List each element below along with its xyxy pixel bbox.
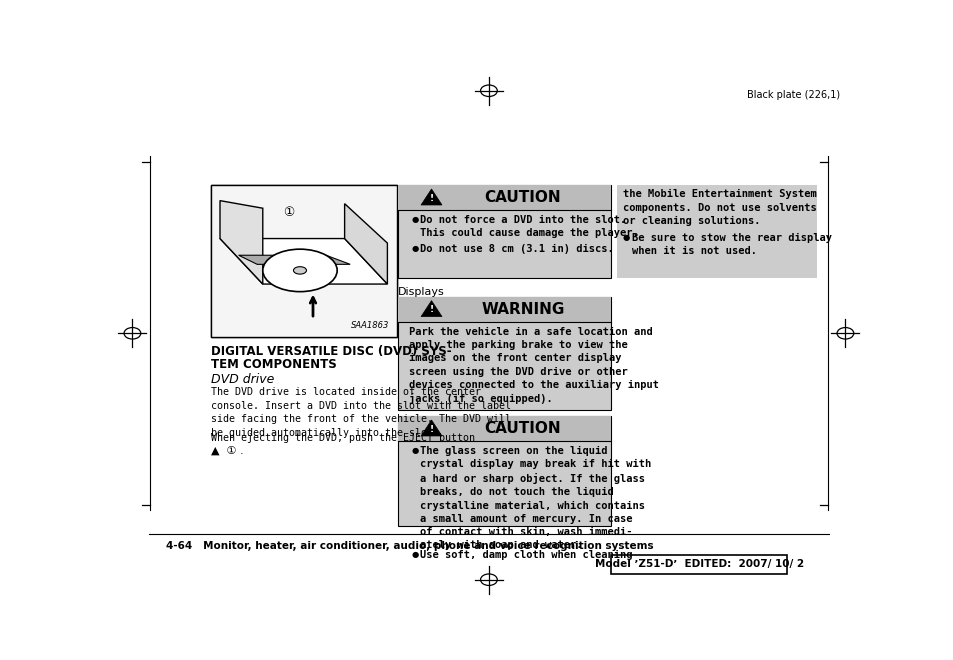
Text: When ejecting the DVD, push the EJECT button: When ejecting the DVD, push the EJECT bu… [211,434,475,444]
Text: ●: ● [411,215,418,224]
Text: The glass screen on the liquid
crystal display may break if hit with
a hard or s: The glass screen on the liquid crystal d… [420,446,651,550]
Ellipse shape [294,267,306,274]
Text: DVD drive: DVD drive [211,374,274,386]
Text: ●: ● [411,550,418,559]
Text: ●: ● [622,233,630,242]
Text: DIGITAL VERSATILE DISC (DVD) SYS-: DIGITAL VERSATILE DISC (DVD) SYS- [211,345,451,358]
Bar [397,185,610,210]
Ellipse shape [262,249,336,292]
Polygon shape [420,300,441,317]
Text: CAUTION: CAUTION [484,421,560,436]
Bar [211,185,396,337]
Text: TEM COMPONENTS: TEM COMPONENTS [211,358,336,371]
Text: Model ʼZ51-Dʼ  EDITED:  2007/ 10/ 2: Model ʼZ51-Dʼ EDITED: 2007/ 10/ 2 [594,559,803,570]
Text: SAA1863: SAA1863 [351,321,389,329]
Bar [397,297,610,411]
Bar [211,185,396,337]
Text: WARNING: WARNING [480,302,564,317]
Polygon shape [238,255,350,265]
Polygon shape [220,238,387,284]
Polygon shape [220,201,262,284]
Text: The DVD drive is located inside of the center
console. Insert a DVD into the slo: The DVD drive is located inside of the c… [211,387,510,438]
Polygon shape [344,204,387,284]
Bar [397,297,610,322]
Text: ●: ● [411,446,418,455]
Text: Displays: Displays [397,287,444,297]
Polygon shape [420,189,441,205]
Text: Use soft, damp cloth when cleaning: Use soft, damp cloth when cleaning [420,550,632,560]
Text: Do not use 8 cm (3.1 in) discs.: Do not use 8 cm (3.1 in) discs. [420,244,614,254]
Text: 4-64   Monitor, heater, air conditioner, audio, phone and voice recognition syst: 4-64 Monitor, heater, air conditioner, a… [166,541,653,551]
Bar [397,416,610,441]
Text: !: ! [429,425,433,434]
Text: Black plate (226,1): Black plate (226,1) [746,90,840,100]
Bar [611,555,786,574]
Bar [617,185,816,278]
Text: CAUTION: CAUTION [484,190,560,205]
Text: Park the vehicle in a safe location and
apply the parking brake to view the
imag: Park the vehicle in a safe location and … [409,327,659,405]
Text: ①: ① [283,207,294,219]
Text: ●: ● [411,244,418,253]
Text: Be sure to stow the rear display
when it is not used.: Be sure to stow the rear display when it… [631,233,831,257]
Bar [397,185,610,278]
Text: ▲  ① .: ▲ ① . [211,446,243,455]
Bar [211,185,396,337]
Text: !: ! [429,194,433,203]
Bar [397,416,610,526]
Text: Do not force a DVD into the slot.
This could cause damage the player.: Do not force a DVD into the slot. This c… [420,215,639,238]
Polygon shape [420,420,441,436]
Text: !: ! [429,306,433,314]
Text: the Mobile Entertainment System
components. Do not use solvents
or cleaning solu: the Mobile Entertainment System componen… [622,189,816,226]
